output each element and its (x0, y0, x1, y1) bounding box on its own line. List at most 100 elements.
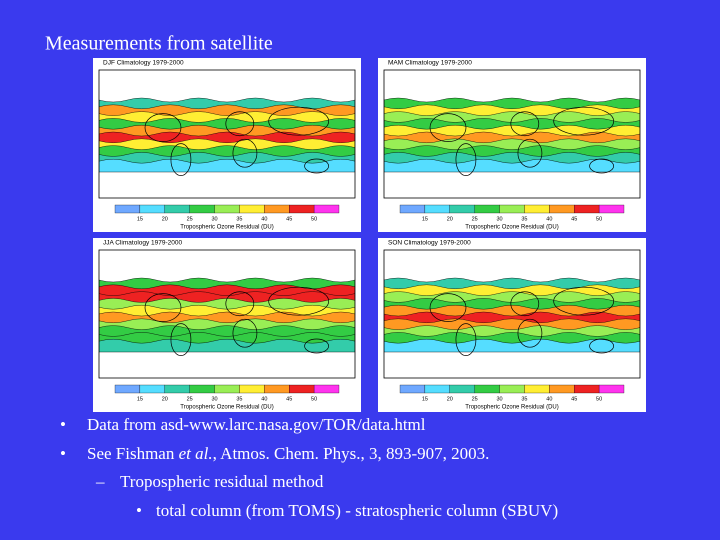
bullet-marker: • (60, 415, 66, 434)
continent-outline (429, 113, 467, 142)
continent-outline (268, 286, 330, 316)
colorbar-caption: Tropospheric Ozone Residual (DU) (465, 225, 558, 231)
colorbar-swatch (574, 204, 600, 214)
map-panel: DJF Climatology 1979-2000 15 20 25 30 35 40 45 5… (93, 58, 361, 232)
sub-sub-bullet-marker: • (136, 501, 142, 520)
colorbar-tick-label: 50 (596, 396, 602, 402)
continent-outline (268, 106, 330, 136)
colorbar-swatch (449, 384, 475, 394)
continent-outline (144, 113, 182, 142)
map-band (99, 104, 355, 118)
colorbar-swatch (114, 384, 141, 394)
bullet: Data from asd-www.larc.nasa.gov/TOR/data… (87, 415, 426, 434)
colorbar-swatch (164, 204, 190, 214)
colorbar-swatch (549, 384, 575, 394)
colorbar-tick-label: 25 (472, 216, 478, 222)
colorbar-swatch (598, 384, 625, 394)
map (99, 250, 355, 378)
bullet: See Fishman et al., Atmos. Chem. Phys., … (87, 444, 489, 463)
colorbar-swatch (139, 384, 165, 394)
map-band (384, 339, 640, 353)
colorbar-swatch (264, 204, 290, 214)
colorbar-swatch (164, 384, 190, 394)
colorbar-tick-label: 25 (472, 396, 478, 402)
colorbar-tick-label: 45 (571, 216, 577, 222)
map-frame (98, 249, 356, 379)
colorbar-tick-label: 45 (286, 396, 292, 402)
sub-bullet: Tropospheric residual method (120, 472, 324, 491)
colorbar-swatch (239, 204, 265, 214)
bullet-text: , Atmos. Chem. Phys., 3, 893-907, 2003. (213, 444, 490, 463)
colorbar-tick-label: 25 (187, 396, 193, 402)
colorbar-swatch (474, 204, 500, 214)
continent-outline (304, 338, 329, 354)
figure: DJF Climatology 1979-2000 15 20 25 30 35 40 45 5… (93, 58, 646, 412)
continent-outline (510, 111, 540, 137)
colorbar-swatch (214, 384, 240, 394)
colorbar-tick-label: 50 (311, 396, 317, 402)
map-panel: JJA Climatology 1979-2000 15 20 25 30 35 40 45 5… (93, 238, 361, 412)
bullet-marker: • (60, 444, 66, 463)
continent-outline (517, 318, 543, 348)
map-band (384, 159, 640, 173)
colorbar-swatch (574, 384, 600, 394)
map-band (99, 118, 355, 132)
map-band (384, 318, 640, 332)
map-band (99, 339, 355, 353)
colorbar-swatch (189, 204, 215, 214)
map-band (99, 159, 355, 173)
colorbar-swatch (189, 384, 215, 394)
continent-outline (225, 111, 255, 137)
colorbar-swatch (424, 384, 450, 394)
colorbar-swatch (449, 204, 475, 214)
panel-label: DJF Climatology 1979-2000 (103, 60, 184, 67)
continent-outline (510, 291, 540, 317)
map-band (99, 325, 355, 339)
colorbar-swatch (289, 384, 315, 394)
map-frame (383, 69, 641, 199)
bullet-text: Data from asd-www.larc.nasa.gov/TOR/data… (87, 415, 426, 434)
continent-outline (455, 323, 477, 356)
colorbar-swatch (264, 384, 290, 394)
map-band (99, 145, 355, 159)
colorbar-tick-label: 45 (286, 216, 292, 222)
slide-title: Measurements from satellite (45, 33, 273, 55)
colorbar-tick-label: 35 (236, 216, 242, 222)
colorbar-caption: Tropospheric Ozone Residual (DU) (180, 405, 273, 411)
colorbar-tick-label: 30 (496, 216, 502, 222)
map-panel: MAM Climatology 1979-2000 15 20 25 30 35 40 45 5… (378, 58, 646, 232)
colorbar-swatch (424, 204, 450, 214)
continent-outline (232, 318, 258, 348)
map-band (384, 138, 640, 152)
colorbar-tick-label: 40 (261, 396, 267, 402)
continent-outline (429, 293, 467, 322)
map-frame (98, 69, 356, 199)
colorbar-swatch (313, 204, 340, 214)
map-band (384, 152, 640, 166)
colorbar-swatch (499, 204, 525, 214)
colorbar-swatch (214, 204, 240, 214)
map-band (99, 284, 355, 298)
colorbar-caption: Tropospheric Ozone Residual (DU) (465, 405, 558, 411)
colorbar-swatch (289, 204, 315, 214)
map (99, 70, 355, 198)
map-band (384, 111, 640, 125)
colorbar-tick-label: 15 (422, 396, 428, 402)
panel-label: MAM Climatology 1979-2000 (388, 60, 472, 67)
colorbar-tick-label: 35 (236, 396, 242, 402)
sub-sub-bullet: total column (from TOMS) - stratospheric… (156, 501, 558, 520)
colorbar-tick-label: 20 (447, 216, 453, 222)
colorbar-tick-label: 30 (211, 396, 217, 402)
map-band (384, 291, 640, 305)
panel-label: JJA Climatology 1979-2000 (103, 240, 183, 247)
map-band (99, 298, 355, 312)
colorbar-tick-label: 50 (596, 216, 602, 222)
map (384, 70, 640, 198)
colorbar-tick-label: 20 (162, 216, 168, 222)
continent-outline (170, 323, 192, 356)
colorbar-swatch (598, 204, 625, 214)
colorbar-tick-label: 30 (496, 396, 502, 402)
colorbar-swatch (524, 384, 550, 394)
